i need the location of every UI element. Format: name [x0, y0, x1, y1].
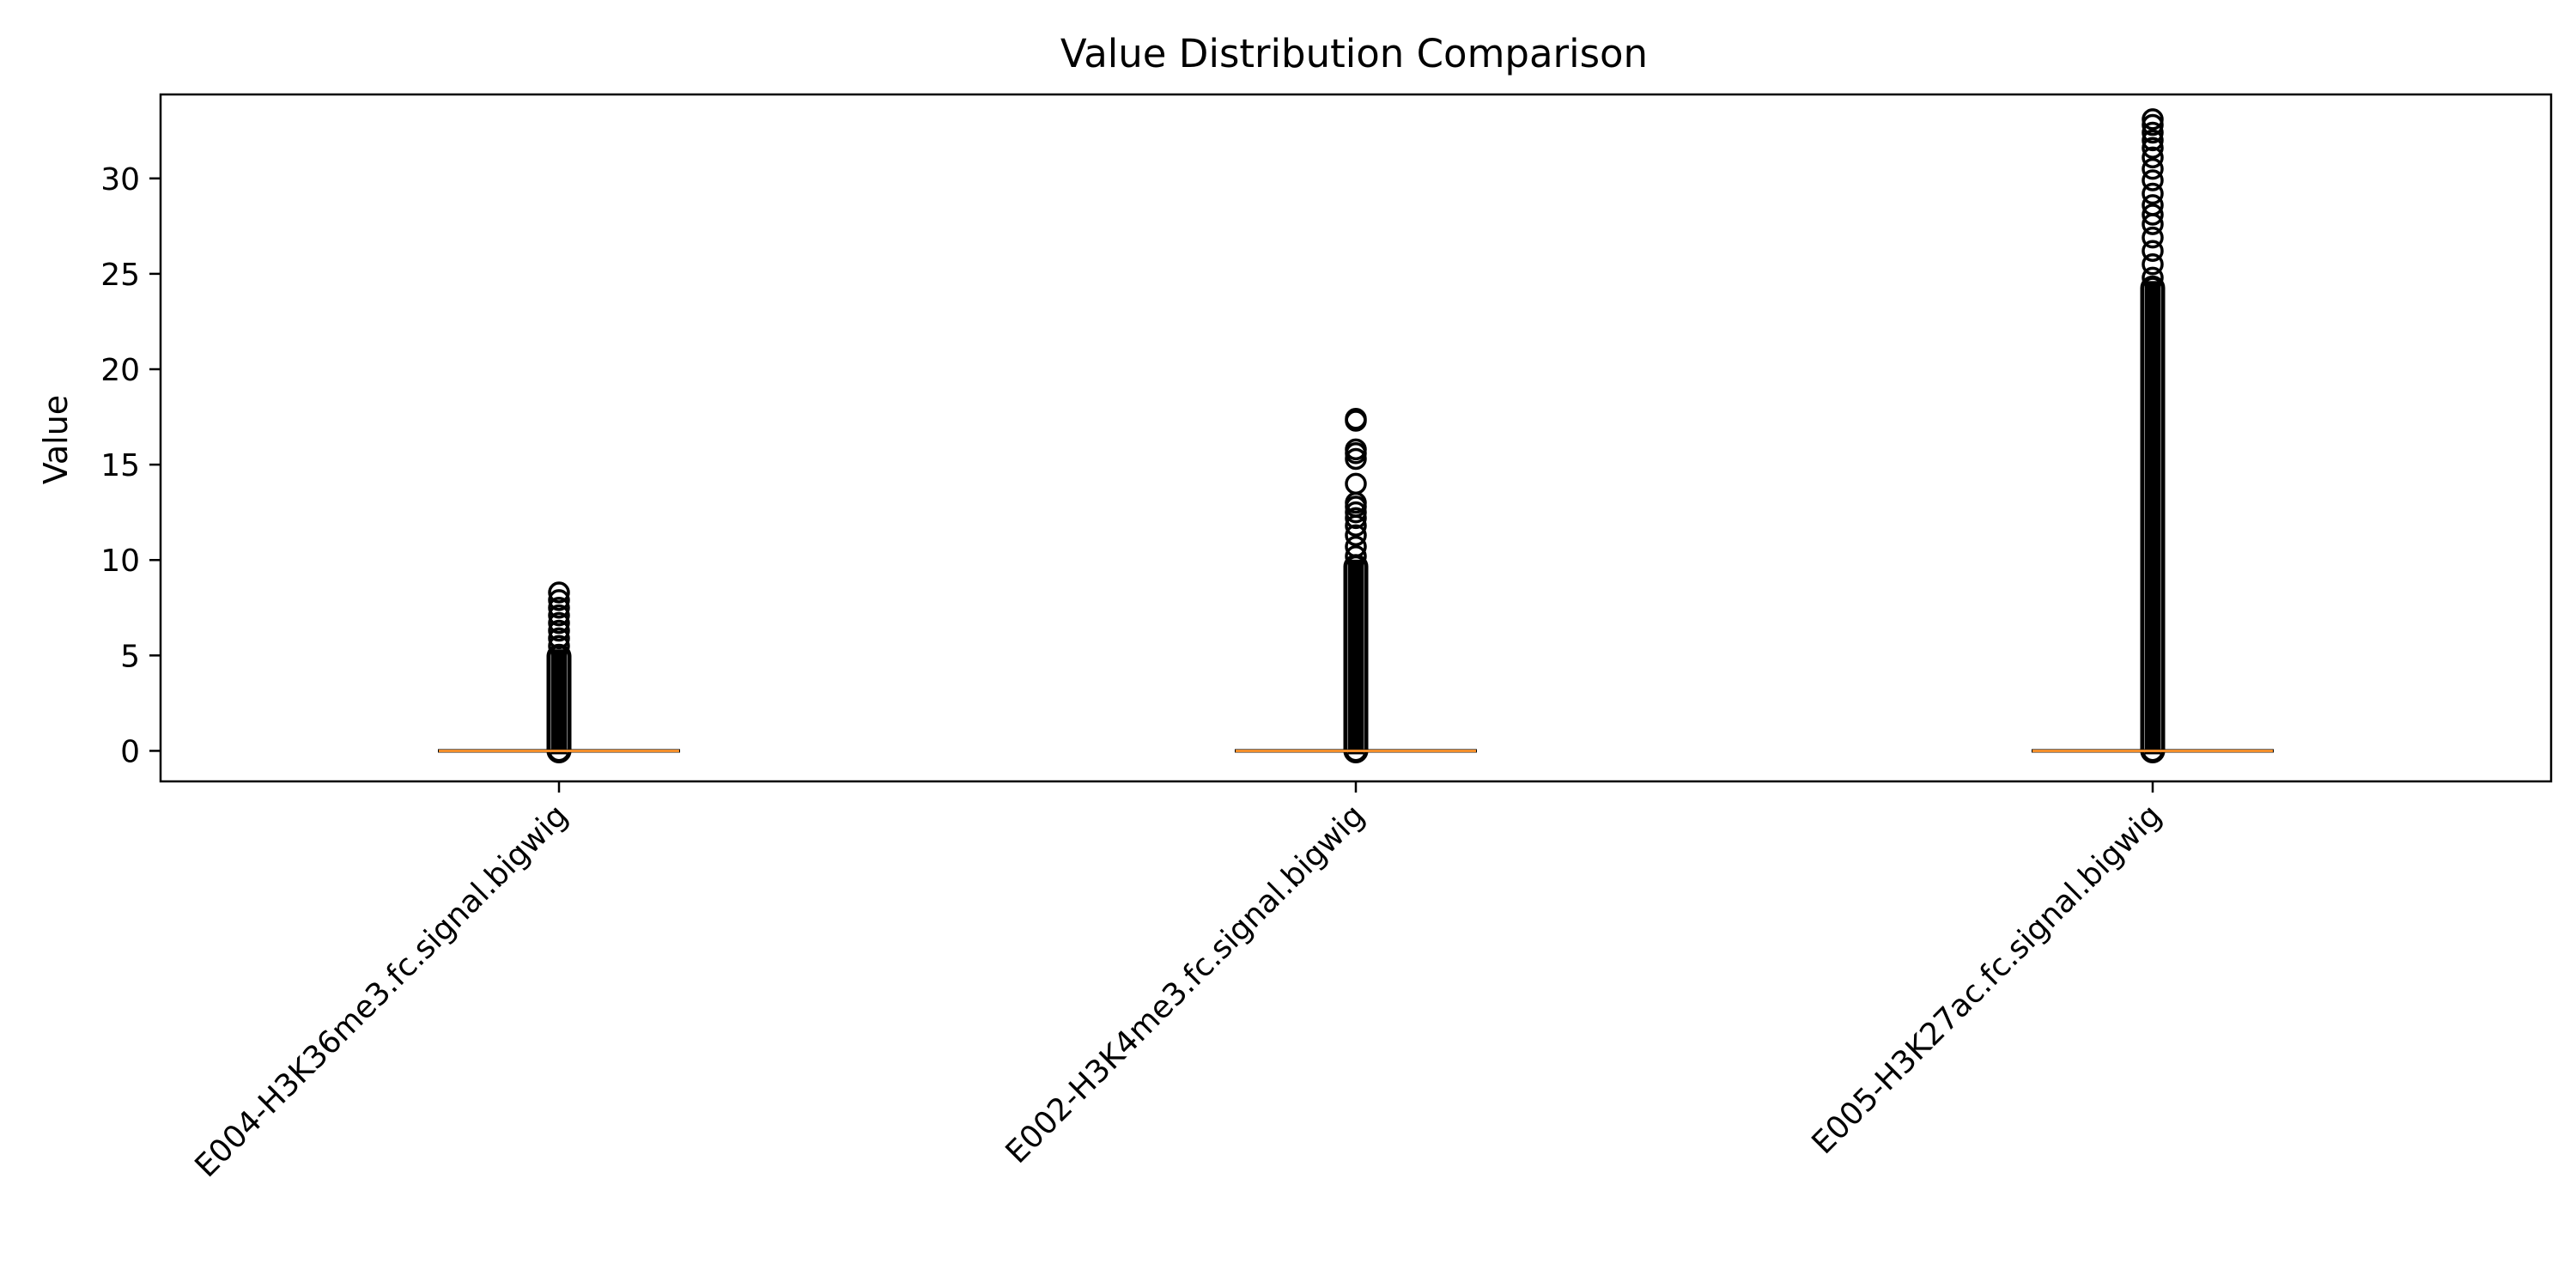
flier-point	[2142, 204, 2164, 226]
x-tick-label: E005-H3K27ac.fc.signal.bigwig	[1806, 798, 2169, 1161]
flier-point	[2142, 240, 2164, 262]
flier-point	[548, 589, 570, 611]
y-tick-label: 5	[120, 639, 140, 674]
flier-dense-fill	[1348, 559, 1364, 755]
flier-point	[2142, 169, 2164, 191]
plot-area	[438, 108, 2274, 763]
box-group	[2032, 108, 2274, 763]
flier-point	[548, 611, 570, 635]
flier-point	[1345, 438, 1367, 461]
flier-dense-fill	[551, 649, 567, 755]
flier-point	[2142, 182, 2164, 205]
chart-title: Value Distribution Comparison	[1060, 31, 1648, 76]
flier-point	[2142, 108, 2164, 131]
y-tick-label: 25	[100, 258, 140, 293]
x-tick-label: E002-H3K4me3.fc.signal.bigwig	[999, 798, 1372, 1170]
y-axis-label: Value	[37, 395, 75, 484]
flier-point	[548, 627, 570, 650]
flier-point	[1345, 524, 1367, 547]
flier-point	[1345, 535, 1367, 558]
flier-point	[548, 581, 570, 604]
flier-point	[2142, 253, 2164, 276]
y-tick-label: 10	[100, 544, 140, 579]
flier-point	[1345, 408, 1367, 430]
flier-point	[1345, 501, 1367, 524]
flier-point	[548, 597, 570, 619]
x-tick-label: E004-H3K36me3.fc.signal.bigwig	[188, 798, 574, 1184]
flier-point	[548, 604, 570, 627]
flier-point	[2142, 137, 2164, 159]
flier-point	[2142, 194, 2164, 216]
y-tick-label: 20	[100, 353, 140, 388]
flier-point	[2142, 113, 2164, 137]
flier-dense-band	[546, 643, 572, 763]
flier-point	[2142, 266, 2164, 289]
flier-point	[1345, 545, 1367, 568]
flier-point	[1345, 447, 1367, 471]
flier-point	[1345, 472, 1367, 495]
flier-point	[2142, 121, 2164, 144]
flier-point	[548, 619, 570, 642]
flier-dense-fill	[2145, 281, 2160, 755]
flier-dense-band	[2140, 275, 2166, 763]
flier-point	[548, 635, 570, 657]
flier-point	[1345, 507, 1367, 530]
y-tick-label: 30	[100, 162, 140, 197]
y-tick-label: 0	[120, 734, 140, 769]
flier-point	[2142, 157, 2164, 180]
flier-point	[2142, 129, 2164, 152]
y-tick-label: 15	[100, 448, 140, 483]
flier-point	[2142, 146, 2164, 169]
box-group	[438, 581, 680, 763]
box-group	[1235, 408, 1477, 763]
flier-point	[2142, 226, 2164, 249]
